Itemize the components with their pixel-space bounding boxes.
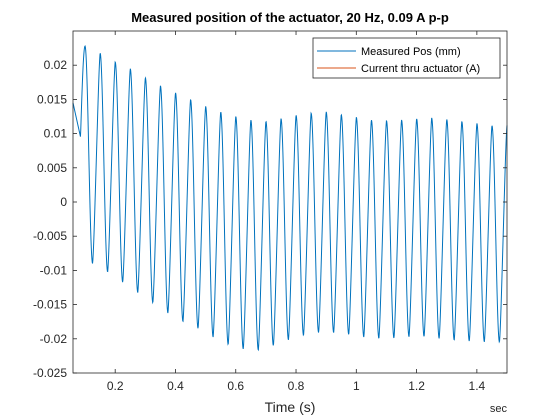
y-axis-ticks: -0.025 -0.02 -0.015 -0.01 -0.005 0 0.005 0.01 0.…	[33, 58, 507, 380]
x-tick-label: 1	[353, 379, 360, 393]
x-tick-label: 0.8	[288, 379, 305, 393]
y-tick-label: 0.015	[37, 92, 67, 106]
x-axis-label: Time (s)	[265, 399, 316, 415]
y-tick-label: 0.005	[37, 161, 67, 175]
legend-box	[312, 37, 501, 79]
x-tick-label: 0.2	[107, 379, 124, 393]
x-tick-label: 1.2	[408, 379, 425, 393]
y-tick-label: -0.02	[40, 332, 68, 346]
legend-label-measured-pos: Measured Pos (mm)	[361, 46, 461, 58]
x-axis-unit-label: sec	[490, 403, 508, 415]
plot-area	[73, 31, 507, 373]
y-tick-label: 0.02	[44, 58, 68, 72]
y-tick-label: -0.015	[33, 298, 67, 312]
y-tick-label: 0	[60, 195, 67, 209]
x-tick-label: 1.4	[469, 379, 486, 393]
series-layer	[72, 44, 508, 352]
y-tick-label: -0.005	[33, 229, 67, 243]
x-axis-ticks: 0.2 0.4 0.6 0.8 1 1.2 1.4	[107, 31, 486, 393]
x-tick-label: 0.6	[227, 379, 244, 393]
series-measured-pos-line	[72, 44, 508, 352]
y-tick-label: 0.01	[44, 127, 68, 141]
chart-title: Measured position of the actuator, 20 Hz…	[131, 10, 449, 25]
y-tick-label: -0.01	[40, 263, 68, 277]
legend: Measured Pos (mm) Current thru actuator …	[312, 37, 501, 79]
x-tick-label: 0.4	[167, 379, 184, 393]
y-tick-label: -0.025	[33, 366, 67, 380]
legend-label-current: Current thru actuator (A)	[361, 63, 480, 75]
